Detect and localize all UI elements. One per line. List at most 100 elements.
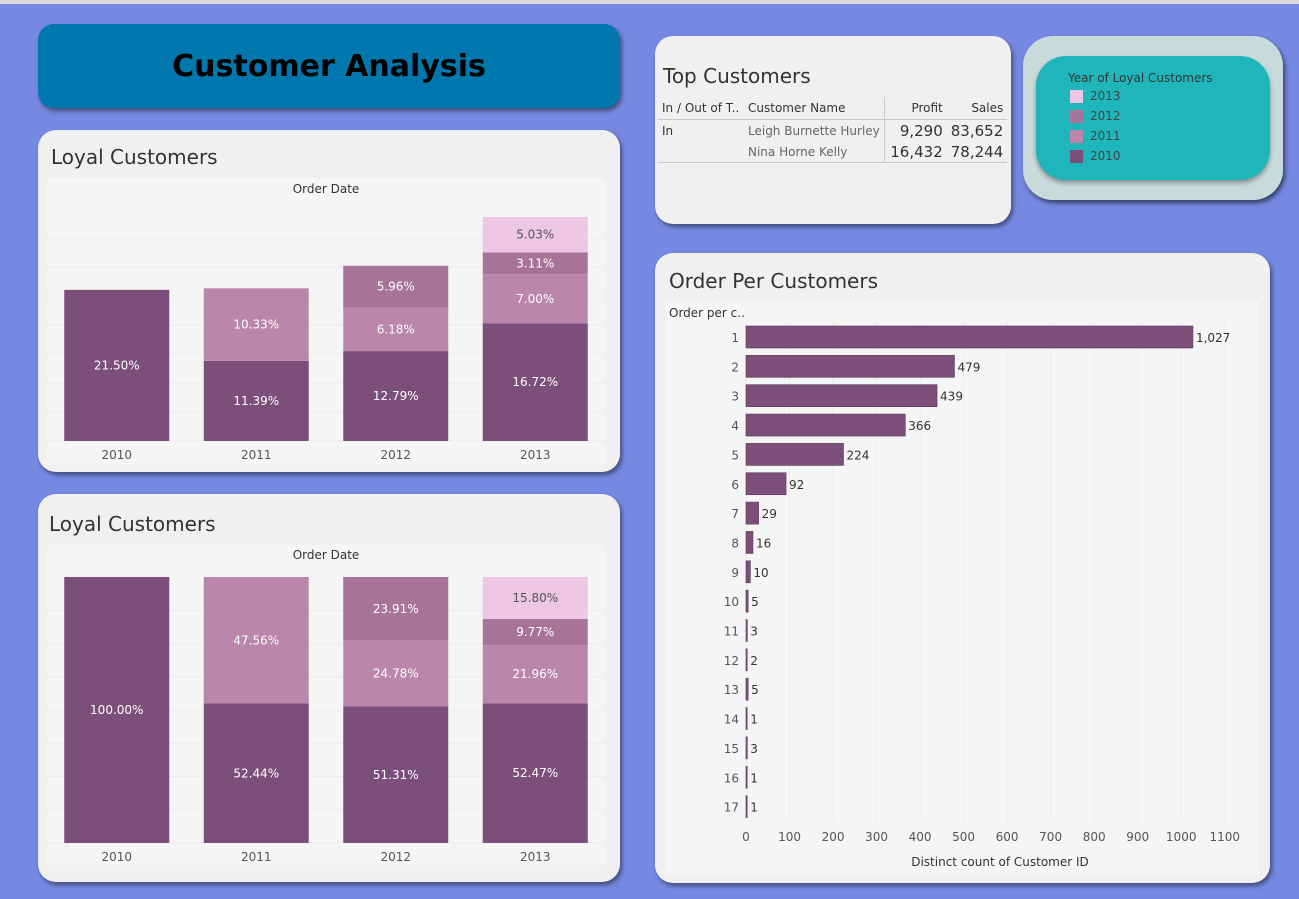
data-label: 5.03% xyxy=(516,228,554,242)
tick-label: 400 xyxy=(909,830,932,844)
chart-title: Order Per Customers xyxy=(669,269,878,293)
bar-segment xyxy=(343,351,449,441)
data-label: 1 xyxy=(750,801,758,815)
order-per-customers-card: Order Per Customers 0 100 200 300 400 500 600 7… xyxy=(655,253,1270,883)
table-row[interactable]: In Leigh Burnette Hurley 9,290 83,652 xyxy=(658,119,1007,141)
legend-swatch xyxy=(1070,149,1083,163)
bar xyxy=(745,707,748,730)
data-label: 5 xyxy=(751,595,759,609)
bar xyxy=(745,501,759,525)
data-label: 21.50% xyxy=(94,358,140,372)
bar-segment xyxy=(482,577,588,620)
legend-panel: Year of Loyal Customers 2013 2012 2011 2… xyxy=(1036,56,1270,180)
profit-value: 16,432 xyxy=(883,141,947,163)
loyal-customers-card-2: Loyal Customers Order Date 100.00% 2010 52.… xyxy=(38,494,620,882)
bar xyxy=(745,648,748,672)
category-label: 4 xyxy=(731,419,739,433)
data-label: 29 xyxy=(762,507,777,521)
bar xyxy=(745,472,787,496)
legend-label: 2011 xyxy=(1090,129,1121,143)
legend-item-2012[interactable]: 2012 xyxy=(1070,109,1121,123)
bar-segment xyxy=(482,274,588,324)
tick-label: 0 xyxy=(742,830,750,844)
bar-segment xyxy=(203,360,309,441)
bar-segment xyxy=(64,289,170,441)
table-row[interactable]: Nina Horne Kelly 16,432 78,244 xyxy=(658,141,1008,163)
legend-item-2011[interactable]: 2011 xyxy=(1070,129,1121,143)
profit-value: 9,290 xyxy=(883,119,947,141)
bar-segment xyxy=(482,619,588,646)
x-axis-label: Distinct count of Customer ID xyxy=(911,855,1089,869)
col-customer-name[interactable]: Customer Name xyxy=(744,97,885,120)
bar xyxy=(745,531,754,554)
axis-header: Order Date xyxy=(293,182,360,196)
data-label: 52.47% xyxy=(512,766,558,780)
top-customers-table: In / Out of T.. Customer Name Profit Sal… xyxy=(658,97,1008,163)
data-label: 1,027 xyxy=(1196,331,1230,345)
data-label: 16.72% xyxy=(512,375,558,389)
data-label: 479 xyxy=(957,360,980,374)
bar-segment xyxy=(482,217,588,253)
bar xyxy=(745,795,748,818)
category-label: 16 xyxy=(724,771,739,785)
dashboard-title: Customer Analysis xyxy=(172,48,486,84)
legend-label: 2013 xyxy=(1090,89,1121,103)
data-label: 3.11% xyxy=(516,256,554,270)
legend-title: Year of Loyal Customers xyxy=(1068,71,1213,85)
chart-title: Loyal Customers xyxy=(49,512,216,536)
bar xyxy=(745,325,1194,349)
bar-segment xyxy=(343,706,449,843)
data-label: 100.00% xyxy=(90,703,143,717)
bar-segment xyxy=(343,577,449,641)
category-label: 7 xyxy=(731,507,739,521)
col-profit[interactable]: Profit xyxy=(883,97,947,120)
legend-swatch xyxy=(1070,89,1083,103)
tick-label: 2012 xyxy=(380,850,411,864)
legend-item-2010[interactable]: 2010 xyxy=(1070,149,1121,163)
category-label: 5 xyxy=(731,448,739,462)
col-sales[interactable]: Sales xyxy=(946,97,1008,120)
category-label: 3 xyxy=(731,390,739,404)
data-label: 1 xyxy=(750,771,758,785)
category-label: 12 xyxy=(724,654,739,668)
customer-name: Nina Horne Kelly xyxy=(744,141,885,163)
bar-segment xyxy=(343,640,449,707)
tick-label: 2011 xyxy=(241,850,272,864)
title-banner: Customer Analysis xyxy=(38,24,620,108)
axis-header: Order Date xyxy=(293,548,360,562)
data-label: 16 xyxy=(756,536,771,550)
data-label: 366 xyxy=(908,419,931,433)
legend-label: 2010 xyxy=(1090,149,1121,163)
bar xyxy=(745,355,955,378)
sales-value: 78,244 xyxy=(946,141,1008,163)
data-label: 10.33% xyxy=(233,318,279,332)
data-label: 10 xyxy=(753,566,768,580)
col-in-out[interactable]: In / Out of T.. xyxy=(658,97,744,120)
category-label: 17 xyxy=(724,801,739,815)
bar xyxy=(745,413,906,437)
bar-segment xyxy=(343,307,449,352)
group-label: In xyxy=(662,123,674,138)
data-label: 3 xyxy=(750,625,758,639)
tick-label: 2012 xyxy=(380,448,411,462)
data-label: 5.96% xyxy=(377,280,415,294)
data-label: 21.96% xyxy=(512,667,558,681)
sales-value: 83,652 xyxy=(950,121,1004,140)
data-label: 5 xyxy=(751,683,759,697)
y-axis-label: Order per c.. xyxy=(669,306,745,320)
data-label: 92 xyxy=(789,478,804,492)
bar xyxy=(745,736,748,760)
tick-label: 800 xyxy=(1083,830,1106,844)
customer-name: Leigh Burnette Hurley xyxy=(748,123,880,138)
data-label: 6.18% xyxy=(377,322,415,336)
category-label: 13 xyxy=(724,683,739,697)
legend-item-2013[interactable]: 2013 xyxy=(1070,89,1121,103)
data-label: 47.56% xyxy=(233,633,279,647)
category-label: 11 xyxy=(724,625,739,639)
tick-label: 2010 xyxy=(101,850,132,864)
bar-segment xyxy=(203,288,309,361)
legend-swatch xyxy=(1070,109,1083,123)
bar xyxy=(745,619,748,642)
tick-label: 2010 xyxy=(101,448,132,462)
tick-label: 2013 xyxy=(520,448,551,462)
